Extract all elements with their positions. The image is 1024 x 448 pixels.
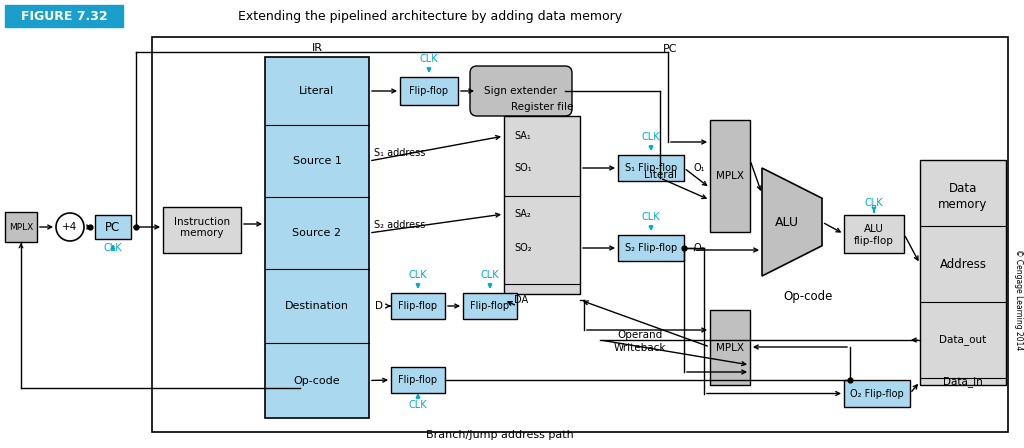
FancyBboxPatch shape xyxy=(618,155,684,181)
FancyBboxPatch shape xyxy=(391,293,445,319)
FancyBboxPatch shape xyxy=(504,116,580,294)
Text: D: D xyxy=(375,301,383,311)
FancyBboxPatch shape xyxy=(95,215,131,239)
Text: S₂ Flip-flop: S₂ Flip-flop xyxy=(625,243,677,253)
Text: CLK: CLK xyxy=(642,132,660,142)
Text: memory: memory xyxy=(180,228,224,238)
Text: © Cengage Learning 2014: © Cengage Learning 2014 xyxy=(1014,250,1023,351)
FancyBboxPatch shape xyxy=(844,380,910,407)
Text: O₂: O₂ xyxy=(694,243,706,253)
FancyBboxPatch shape xyxy=(265,57,369,418)
Text: PC: PC xyxy=(663,44,677,54)
Text: Literal: Literal xyxy=(299,86,335,96)
Text: MPLX: MPLX xyxy=(716,343,744,353)
Text: Source 1: Source 1 xyxy=(293,156,341,166)
Text: MPLX: MPLX xyxy=(716,171,744,181)
Text: Source 2: Source 2 xyxy=(293,228,341,238)
Text: O₁: O₁ xyxy=(694,163,706,173)
Text: Address: Address xyxy=(939,258,986,271)
Polygon shape xyxy=(762,168,822,276)
FancyBboxPatch shape xyxy=(463,293,517,319)
Text: ALU: ALU xyxy=(864,224,884,234)
Text: Extending the pipelined architecture by adding data memory: Extending the pipelined architecture by … xyxy=(238,9,622,22)
FancyBboxPatch shape xyxy=(391,367,445,393)
Text: MPLX: MPLX xyxy=(9,223,33,232)
Text: CLK: CLK xyxy=(480,270,500,280)
Text: Flip-flop: Flip-flop xyxy=(470,301,510,311)
Text: Flip-flop: Flip-flop xyxy=(398,375,437,385)
Text: Literal: Literal xyxy=(644,170,677,180)
Text: IR: IR xyxy=(311,43,323,53)
FancyBboxPatch shape xyxy=(5,212,37,242)
Text: CLK: CLK xyxy=(103,243,122,253)
Text: S₁ address: S₁ address xyxy=(374,148,425,158)
Text: S₁ Flip-flop: S₁ Flip-flop xyxy=(625,163,677,173)
FancyBboxPatch shape xyxy=(163,207,241,253)
FancyBboxPatch shape xyxy=(470,66,572,116)
Text: Register file: Register file xyxy=(511,102,573,112)
Text: Data: Data xyxy=(949,181,977,194)
Text: flip-flop: flip-flop xyxy=(854,236,894,246)
FancyBboxPatch shape xyxy=(152,37,1008,432)
Text: Data_in: Data_in xyxy=(943,376,983,387)
Text: Flip-flop: Flip-flop xyxy=(410,86,449,96)
Text: SA₂: SA₂ xyxy=(514,209,530,219)
Text: CLK: CLK xyxy=(420,54,438,64)
Text: memory: memory xyxy=(938,198,988,211)
Text: Writeback: Writeback xyxy=(613,343,667,353)
Text: Branch/Jump address path: Branch/Jump address path xyxy=(426,430,573,440)
Text: Op-code: Op-code xyxy=(294,375,340,385)
Text: ALU: ALU xyxy=(775,215,799,228)
Text: PC: PC xyxy=(105,220,121,233)
Text: Sign extender: Sign extender xyxy=(484,86,557,96)
FancyBboxPatch shape xyxy=(710,120,750,232)
Text: CLK: CLK xyxy=(864,198,884,208)
Text: DA: DA xyxy=(514,295,528,305)
Text: Instruction: Instruction xyxy=(174,217,230,227)
Text: Operand: Operand xyxy=(617,330,663,340)
Text: Op-code: Op-code xyxy=(783,289,833,302)
Text: CLK: CLK xyxy=(409,270,427,280)
Text: S₂ address: S₂ address xyxy=(374,220,425,230)
Text: SO₂: SO₂ xyxy=(514,243,531,253)
Text: SO₁: SO₁ xyxy=(514,163,531,173)
Text: O₂ Flip-flop: O₂ Flip-flop xyxy=(850,388,904,399)
Text: CLK: CLK xyxy=(409,400,427,410)
Text: SA₁: SA₁ xyxy=(514,131,530,141)
Text: Destination: Destination xyxy=(285,301,349,311)
FancyBboxPatch shape xyxy=(710,310,750,385)
FancyBboxPatch shape xyxy=(5,5,123,27)
FancyBboxPatch shape xyxy=(618,235,684,261)
Text: +4: +4 xyxy=(62,222,78,232)
Text: Flip-flop: Flip-flop xyxy=(398,301,437,311)
FancyBboxPatch shape xyxy=(400,77,458,105)
FancyBboxPatch shape xyxy=(920,160,1006,385)
Text: Data_out: Data_out xyxy=(939,335,987,345)
Text: FIGURE 7.32: FIGURE 7.32 xyxy=(20,9,108,22)
FancyBboxPatch shape xyxy=(844,215,904,253)
Text: CLK: CLK xyxy=(642,212,660,222)
